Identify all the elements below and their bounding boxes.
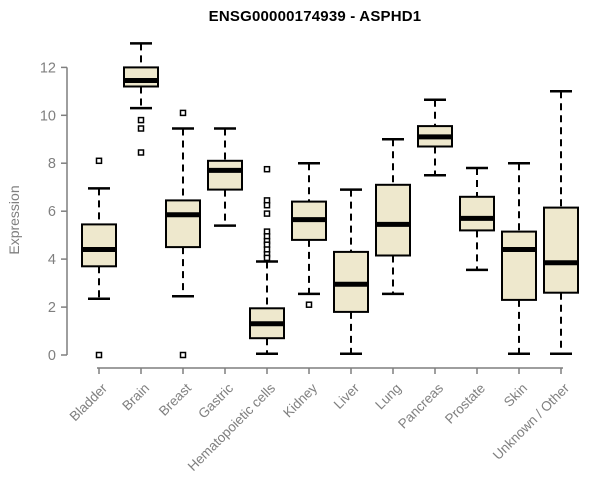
chart-title: ENSG00000174939 - ASPHD1 xyxy=(208,8,422,25)
outlier-point-kidney xyxy=(305,301,313,308)
y-tick-label: 12 xyxy=(40,60,56,76)
x-category-label-pancreas: Pancreas xyxy=(395,380,446,431)
outlier-point-hematopoietic-cells xyxy=(263,201,271,209)
x-category-label-lung: Lung xyxy=(372,381,404,413)
x-category-label-brain: Brain xyxy=(119,381,152,414)
outlier-point-brain xyxy=(137,116,145,124)
outlier-point-breast xyxy=(179,109,187,117)
box-gastric xyxy=(207,159,243,191)
box-skin xyxy=(501,230,537,301)
y-tick-label: 4 xyxy=(48,252,56,268)
outlier-point-brain xyxy=(137,149,145,156)
y-tick-label: 8 xyxy=(48,156,56,172)
x-category-label-bladder: Bladder xyxy=(67,380,111,424)
outlier-point-bladder xyxy=(95,351,103,359)
box-unknown-other xyxy=(543,206,579,294)
x-category-label-gastric: Gastric xyxy=(195,380,236,421)
box-lung xyxy=(375,183,411,257)
box-prostate xyxy=(459,195,495,232)
x-category-label-kidney: Kidney xyxy=(280,380,320,420)
outlier-point-brain xyxy=(137,125,145,132)
outlier-point-hematopoietic-cells xyxy=(263,210,271,217)
y-tick-label: 10 xyxy=(40,108,56,124)
box-brain xyxy=(123,66,159,88)
box-breast xyxy=(165,199,201,249)
outlier-point-breast xyxy=(179,351,187,359)
outlier-point-hematopoietic-cells xyxy=(263,165,271,173)
box-bladder xyxy=(81,223,117,268)
outlier-point-bladder xyxy=(95,157,103,165)
y-tick-label: 2 xyxy=(48,300,56,316)
y-tick-label: 6 xyxy=(48,204,56,220)
x-category-label-prostate: Prostate xyxy=(442,381,488,427)
x-category-label-unknown-other: Unknown / Other xyxy=(490,380,573,463)
x-category-label-breast: Breast xyxy=(156,380,194,418)
outlier-point-hematopoietic-cells xyxy=(263,254,271,262)
y-tick-label: 0 xyxy=(48,348,56,364)
x-category-label-skin: Skin xyxy=(501,381,530,410)
x-category-label-liver: Liver xyxy=(331,380,363,412)
